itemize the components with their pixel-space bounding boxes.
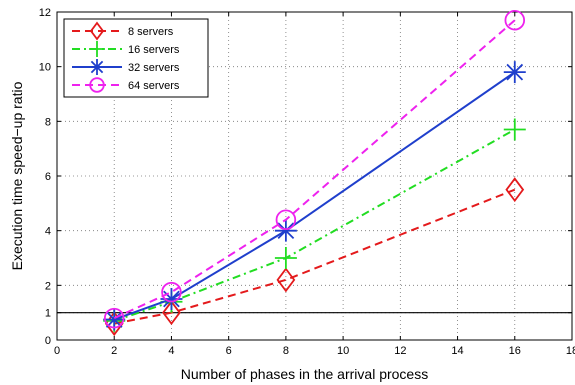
data-point bbox=[161, 281, 182, 303]
legend-item: 32 servers bbox=[72, 59, 180, 75]
data-point bbox=[275, 209, 297, 230]
data-point bbox=[103, 308, 126, 331]
y-axis-label: Execution time speed−up ratio bbox=[9, 81, 25, 270]
y-tick-label: 1 bbox=[45, 308, 51, 320]
legend-label: 32 servers bbox=[128, 62, 180, 74]
data-point bbox=[276, 267, 296, 293]
x-tick-label: 14 bbox=[451, 345, 463, 357]
legend-label: 8 servers bbox=[128, 26, 174, 38]
data-point bbox=[505, 177, 525, 203]
x-tick-label: 4 bbox=[168, 345, 174, 357]
series-group bbox=[103, 9, 526, 337]
x-tick-label: 16 bbox=[509, 345, 521, 357]
y-tick-label: 8 bbox=[45, 116, 51, 128]
legend-item: 64 servers bbox=[72, 77, 180, 93]
legend-marker bbox=[89, 59, 105, 75]
data-point bbox=[103, 307, 125, 329]
y-tick-label: 4 bbox=[45, 226, 51, 238]
data-point bbox=[274, 247, 297, 269]
data-point bbox=[503, 61, 526, 84]
data-point bbox=[503, 118, 526, 141]
series-8-servers bbox=[104, 177, 525, 337]
series-32-servers bbox=[103, 61, 526, 331]
series-64-servers bbox=[103, 9, 526, 329]
legend-marker bbox=[89, 21, 105, 41]
legend-label: 16 servers bbox=[128, 44, 180, 56]
series-line bbox=[114, 188, 516, 325]
x-axis-label: Number of phases in the arrival process bbox=[181, 366, 428, 382]
x-axis: 0 2 4 6 8 10 12 14 16 18 bbox=[54, 12, 575, 357]
legend-item: 8 servers bbox=[72, 21, 174, 41]
legend-item: 16 servers bbox=[72, 41, 180, 57]
legend-marker bbox=[89, 41, 105, 57]
x-tick-label: 18 bbox=[566, 345, 575, 357]
legend: 8 servers 16 servers 32 servers 64 servers bbox=[63, 18, 209, 98]
y-tick-label: 10 bbox=[39, 62, 51, 74]
legend-label: 64 servers bbox=[128, 80, 180, 92]
y-tick-label: 12 bbox=[39, 7, 51, 19]
y-tick-label: 2 bbox=[45, 280, 51, 292]
series-line bbox=[113, 71, 516, 321]
y-tick-label: 6 bbox=[45, 171, 51, 183]
x-tick-label: 10 bbox=[337, 345, 349, 357]
grid bbox=[57, 12, 572, 340]
data-point bbox=[504, 9, 526, 31]
series-line bbox=[113, 128, 516, 322]
x-tick-label: 2 bbox=[111, 345, 117, 357]
x-tick-label: 6 bbox=[226, 345, 232, 357]
data-point bbox=[162, 300, 181, 326]
x-tick-label: 0 bbox=[54, 345, 60, 357]
x-tick-label: 12 bbox=[394, 345, 406, 357]
legend-marker bbox=[89, 77, 105, 93]
x-tick-label: 8 bbox=[283, 345, 289, 357]
y-tick-label: 0 bbox=[45, 335, 51, 347]
data-point bbox=[160, 288, 183, 310]
series-line bbox=[113, 19, 516, 320]
data-point bbox=[274, 219, 297, 242]
